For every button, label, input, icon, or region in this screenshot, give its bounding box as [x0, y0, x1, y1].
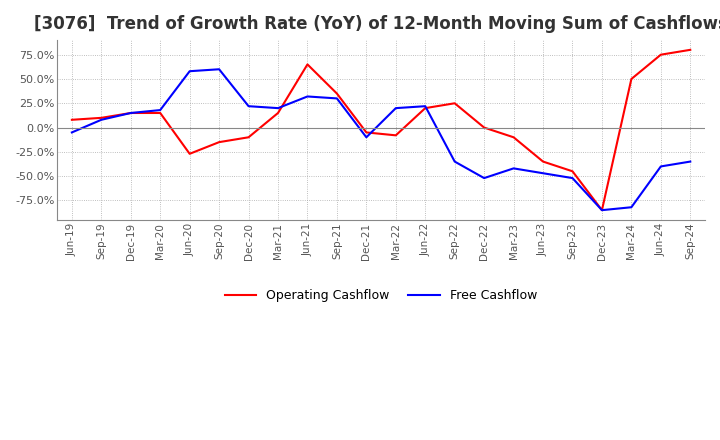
- Operating Cashflow: [598, 208, 606, 213]
- Operating Cashflow: [274, 110, 282, 116]
- Operating Cashflow: [568, 169, 577, 174]
- Operating Cashflow: [480, 125, 488, 130]
- Operating Cashflow: [156, 110, 165, 116]
- Free Cashflow: [68, 130, 76, 135]
- Free Cashflow: [539, 171, 547, 176]
- Operating Cashflow: [451, 101, 459, 106]
- Free Cashflow: [362, 135, 371, 140]
- Operating Cashflow: [127, 110, 135, 116]
- Line: Operating Cashflow: Operating Cashflow: [72, 50, 690, 210]
- Operating Cashflow: [657, 52, 665, 57]
- Free Cashflow: [156, 107, 165, 113]
- Line: Free Cashflow: Free Cashflow: [72, 69, 690, 210]
- Operating Cashflow: [421, 106, 430, 111]
- Operating Cashflow: [509, 135, 518, 140]
- Operating Cashflow: [333, 91, 341, 96]
- Free Cashflow: [627, 205, 636, 210]
- Free Cashflow: [303, 94, 312, 99]
- Free Cashflow: [598, 208, 606, 213]
- Free Cashflow: [568, 176, 577, 181]
- Title: [3076]  Trend of Growth Rate (YoY) of 12-Month Moving Sum of Cashflows: [3076] Trend of Growth Rate (YoY) of 12-…: [34, 15, 720, 33]
- Free Cashflow: [185, 69, 194, 74]
- Free Cashflow: [274, 106, 282, 111]
- Operating Cashflow: [362, 130, 371, 135]
- Operating Cashflow: [392, 133, 400, 138]
- Operating Cashflow: [303, 62, 312, 67]
- Free Cashflow: [392, 106, 400, 111]
- Operating Cashflow: [185, 151, 194, 157]
- Free Cashflow: [421, 103, 430, 109]
- Operating Cashflow: [244, 135, 253, 140]
- Operating Cashflow: [68, 117, 76, 122]
- Operating Cashflow: [627, 76, 636, 81]
- Operating Cashflow: [97, 115, 106, 121]
- Free Cashflow: [480, 176, 488, 181]
- Operating Cashflow: [686, 47, 695, 52]
- Operating Cashflow: [215, 139, 223, 145]
- Operating Cashflow: [539, 159, 547, 164]
- Free Cashflow: [451, 159, 459, 164]
- Free Cashflow: [686, 159, 695, 164]
- Free Cashflow: [127, 110, 135, 116]
- Free Cashflow: [97, 117, 106, 122]
- Free Cashflow: [215, 66, 223, 72]
- Free Cashflow: [244, 103, 253, 109]
- Free Cashflow: [509, 166, 518, 171]
- Legend: Operating Cashflow, Free Cashflow: Operating Cashflow, Free Cashflow: [220, 284, 542, 307]
- Free Cashflow: [657, 164, 665, 169]
- Free Cashflow: [333, 96, 341, 101]
